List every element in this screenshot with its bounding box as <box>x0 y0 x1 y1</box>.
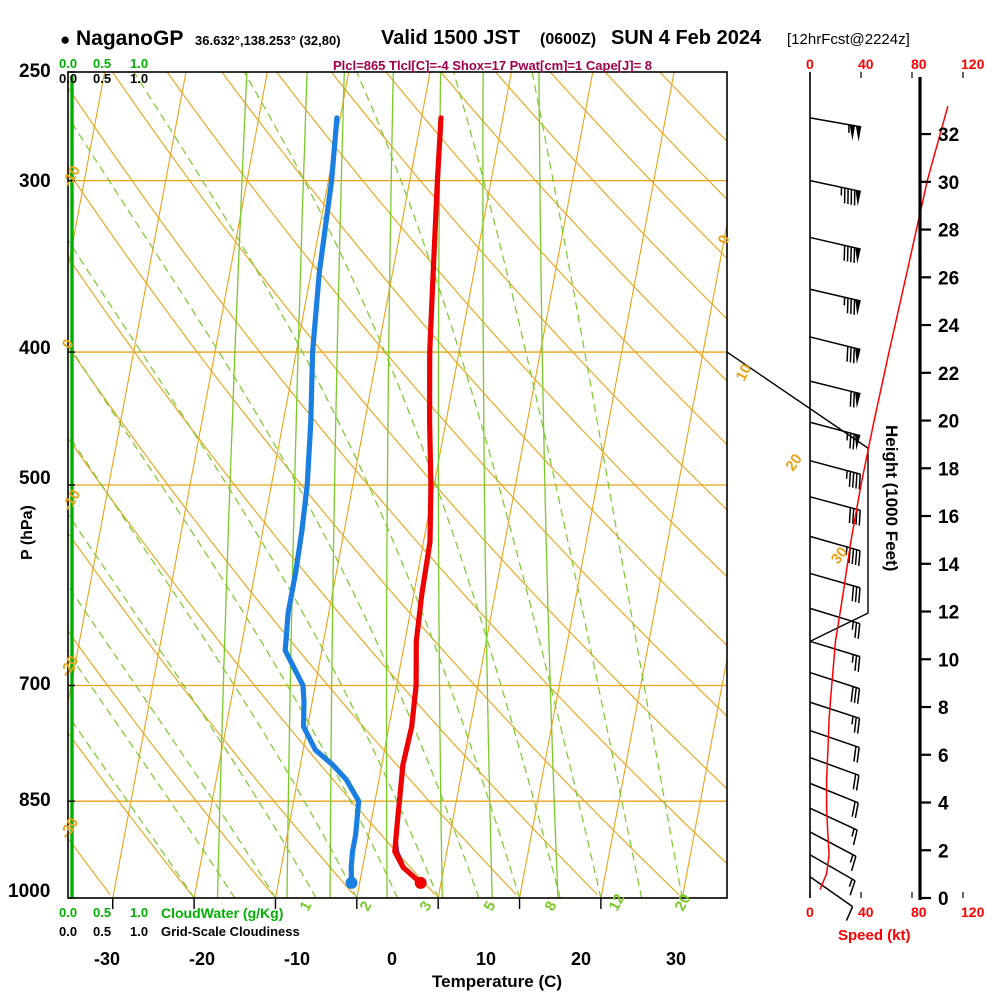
speed-tick-top-120: 120 <box>961 56 985 72</box>
speed-tick-top-40: 40 <box>858 56 874 72</box>
temperature-axis-label: Temperature (C) <box>432 972 563 991</box>
temp-tick-10: 10 <box>476 949 497 969</box>
svg-text:1: 1 <box>297 899 316 914</box>
cloudwater-bottom-tick-0: 0.0 <box>59 905 78 920</box>
valid-date: SUN 4 Feb 2024 <box>611 27 762 49</box>
svg-text:14: 14 <box>938 555 960 576</box>
speed-tick-top-80: 80 <box>911 56 927 72</box>
svg-text:26: 26 <box>938 268 959 289</box>
temp-tick-0: 0 <box>387 949 398 969</box>
svg-text:10: 10 <box>938 650 959 671</box>
speed-tick-0: 0 <box>806 904 814 920</box>
cloudwater-tick-2: 1.0 <box>130 56 149 71</box>
station-coords: 36.632°,138.253° (32,80) <box>195 33 341 48</box>
svg-text:-20: -20 <box>57 653 83 680</box>
temp-tick-20: 20 <box>571 949 592 969</box>
cloudiness-tick-top-0: 0.0 <box>59 71 78 86</box>
svg-text:32: 32 <box>938 125 959 146</box>
svg-text:10: 10 <box>733 361 756 384</box>
svg-text:-10: -10 <box>59 163 85 190</box>
svg-text:22: 22 <box>938 364 959 385</box>
cloudwater-bottom-tick-2: 1.0 <box>130 905 149 920</box>
svg-text:2: 2 <box>938 841 949 862</box>
pressure-tick-250: 250 <box>19 61 51 82</box>
speed-tick-80: 80 <box>911 904 927 920</box>
temp-tick-30: 30 <box>666 949 687 969</box>
svg-text:-10: -10 <box>59 487 85 514</box>
valid-time-utc: (0600Z) <box>540 31 597 48</box>
svg-text:5: 5 <box>481 899 500 914</box>
pressure-tick-400: 400 <box>19 338 51 359</box>
svg-text:30: 30 <box>938 173 959 194</box>
svg-text:20: 20 <box>782 451 805 474</box>
cloudiness-tick-1: 0.5 <box>93 924 112 939</box>
speed-tick-120: 120 <box>961 904 985 920</box>
svg-text:12: 12 <box>938 603 959 624</box>
pressure-tick-300: 300 <box>19 171 51 192</box>
pressure-tick-500: 500 <box>19 468 51 489</box>
svg-text:8: 8 <box>542 899 561 914</box>
speed-tick-40: 40 <box>858 904 874 920</box>
svg-text:20: 20 <box>938 412 959 433</box>
forecast-tag: [12hrFcst@2224z] <box>787 31 910 48</box>
temp-tick--30: -30 <box>94 949 121 969</box>
cloudiness-axis-label: Grid-Scale Cloudiness <box>161 924 300 939</box>
speed-axis-label: Speed (kt) <box>838 927 911 944</box>
svg-text:0: 0 <box>715 233 734 247</box>
svg-text:6: 6 <box>938 746 949 767</box>
svg-text:20: 20 <box>672 891 695 914</box>
cloudwater-tick-1: 0.5 <box>93 56 112 71</box>
svg-text:0: 0 <box>938 889 949 910</box>
svg-text:3: 3 <box>417 899 436 914</box>
svg-text:4: 4 <box>938 794 949 815</box>
cloudiness-tick-top-1: 0.5 <box>93 71 112 86</box>
cloudiness-tick-top-2: 1.0 <box>130 71 149 86</box>
temp-tick--10: -10 <box>284 949 311 969</box>
svg-text:12: 12 <box>606 891 629 914</box>
svg-text:30: 30 <box>828 544 852 568</box>
svg-text:8: 8 <box>938 698 949 719</box>
svg-text:28: 28 <box>938 221 959 242</box>
svg-text:24: 24 <box>938 316 960 337</box>
temp-tick--20: -20 <box>189 949 216 969</box>
cloudiness-tick-2: 1.0 <box>130 924 149 939</box>
pressure-tick-850: 850 <box>19 790 51 811</box>
cloudwater-axis-label: CloudWater (g/Kg) <box>161 905 284 921</box>
svg-text:18: 18 <box>938 459 959 480</box>
cloudwater-tick-0: 0.0 <box>59 56 78 71</box>
station-dot: ● <box>60 30 71 49</box>
speed-tick-top-0: 0 <box>806 56 814 72</box>
station-name: NaganoGP <box>76 27 184 50</box>
height-axis-label: Height (1000 Feet) <box>882 425 901 572</box>
svg-text:16: 16 <box>938 507 959 528</box>
stats-line: Plcl=865 Tlcl[C]=-4 Shox=17 Pwat[cm]=1 C… <box>333 58 653 73</box>
pressure-tick-700: 700 <box>19 674 51 695</box>
cloudwater-bottom-tick-1: 0.5 <box>93 905 112 920</box>
svg-text:2: 2 <box>357 899 376 914</box>
svg-text:-30: -30 <box>57 815 83 842</box>
pressure-axis-label: P (hPa) <box>19 505 36 560</box>
cloudiness-tick-0: 0.0 <box>59 924 78 939</box>
valid-time: Valid 1500 JST <box>381 27 520 49</box>
pressure-tick-1000: 1000 <box>8 881 51 902</box>
